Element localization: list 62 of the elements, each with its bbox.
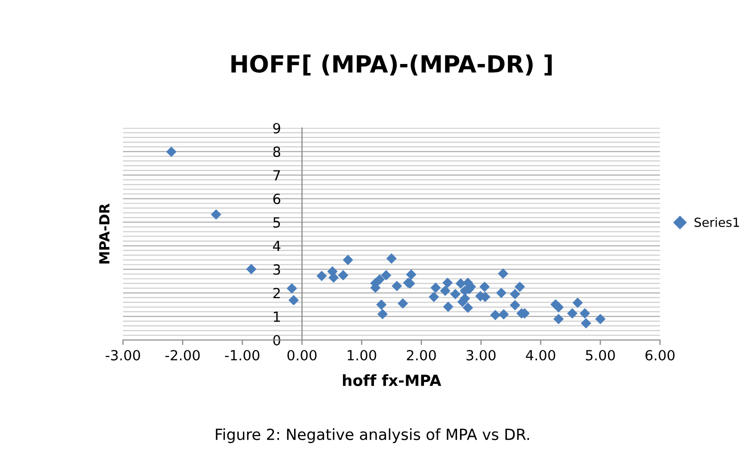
point (498, 268, 508, 279)
y-tick-label: 6 (273, 194, 280, 204)
y-tick-label: 8 (273, 146, 280, 158)
point (479, 282, 490, 292)
point (392, 280, 402, 292)
legend-label: Series1 (694, 217, 739, 228)
x-tick-label: 0.00 (287, 350, 317, 360)
point (490, 310, 501, 320)
x-tick-label: 2.00 (406, 350, 436, 360)
point (386, 253, 397, 264)
y-tick-label: 9 (273, 122, 280, 134)
point (210, 209, 222, 220)
x-axis-title: hoff fx-MPA (342, 374, 442, 386)
x-tick-label: -1.00 (225, 350, 260, 360)
point (510, 300, 520, 310)
point (442, 278, 453, 288)
point (572, 298, 583, 308)
x-tick-label: 3.00 (466, 350, 496, 360)
point (567, 308, 578, 319)
point (342, 254, 354, 266)
point (442, 302, 454, 312)
point (288, 294, 299, 306)
point (430, 282, 441, 293)
point (595, 314, 606, 324)
point (406, 269, 416, 280)
point (462, 302, 474, 313)
point (510, 288, 520, 300)
x-tick-label: -2.00 (165, 350, 200, 360)
point (580, 318, 592, 328)
point (580, 308, 590, 319)
point (440, 286, 450, 296)
x-tick-label: -3.00 (106, 350, 140, 360)
point (553, 302, 564, 312)
x-tick-label: 5.00 (586, 350, 615, 360)
x-tick-label: 6.00 (646, 350, 675, 360)
point (166, 146, 177, 157)
point (338, 270, 348, 280)
y-tick-label: 2 (273, 288, 280, 298)
y-axis-title: MPA-DR (99, 204, 110, 264)
caption: Figure 2: Negative analysis of MPA vs DR. (216, 428, 529, 444)
point (376, 299, 387, 310)
y-tick-label: 3 (273, 264, 280, 275)
point (450, 288, 461, 300)
x-tick-label: 4.00 (526, 350, 556, 360)
point (498, 309, 509, 320)
x-tick-label: 1.00 (348, 350, 376, 360)
point (428, 292, 440, 302)
y-tick-label: 4 (273, 240, 280, 252)
point (377, 308, 388, 320)
point (553, 314, 564, 324)
y-tick-label: 5 (273, 217, 280, 228)
y-tick-label: 7 (273, 170, 280, 180)
point (514, 282, 525, 292)
point (496, 288, 506, 298)
point (398, 298, 408, 309)
y-tick-label: 1 (274, 312, 280, 322)
point (316, 270, 327, 282)
point (374, 274, 385, 285)
point (246, 264, 256, 274)
point (380, 270, 392, 280)
point (286, 283, 298, 294)
chart-title: HOFF[ (MPA)-(MPA-DR) ] (231, 54, 552, 76)
